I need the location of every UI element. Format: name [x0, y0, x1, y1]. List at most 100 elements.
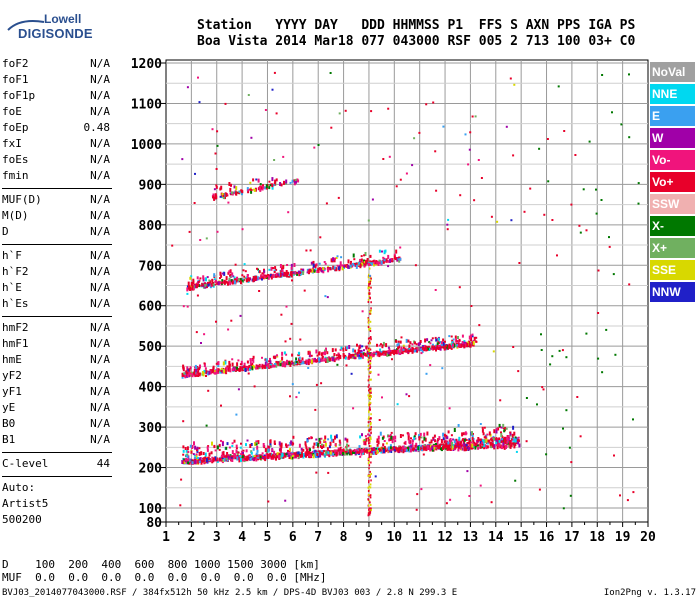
echo-point: [399, 340, 402, 344]
param-name: B0: [2, 417, 16, 430]
echo-point: [214, 449, 217, 452]
echo-point: [310, 261, 313, 265]
echo-point: [370, 301, 372, 304]
echo-point: [306, 452, 309, 456]
echo-point: [231, 191, 234, 195]
echo-point: [367, 276, 370, 279]
echo-point: [215, 320, 217, 323]
echo-point: [433, 446, 436, 450]
echo-point: [506, 437, 509, 442]
param-value: N/A: [90, 249, 110, 262]
echo-point: [499, 399, 502, 402]
echo-point: [294, 181, 297, 184]
echo-point: [350, 372, 353, 375]
echo-point: [308, 355, 311, 358]
echo-point: [382, 259, 385, 264]
param-value: N/A: [90, 169, 110, 182]
echo-point: [241, 190, 244, 194]
echo-point: [361, 354, 364, 359]
echo-point: [309, 451, 312, 456]
echo-point: [293, 272, 296, 275]
echo-point: [463, 340, 466, 344]
echo-point: [570, 203, 573, 206]
echo-point: [268, 456, 271, 459]
echo-point: [269, 184, 272, 187]
echo-point: [406, 432, 409, 435]
echo-point: [255, 443, 258, 446]
echo-point: [390, 450, 393, 453]
echo-point: [410, 437, 412, 440]
echo-point: [352, 407, 355, 410]
echo-point: [308, 358, 311, 361]
echo-point: [256, 449, 259, 453]
echo-point: [214, 196, 217, 199]
echo-point: [465, 443, 468, 447]
echo-point: [368, 282, 370, 285]
legend-e: E: [650, 106, 695, 126]
echo-point: [400, 349, 403, 352]
echo-point: [450, 343, 453, 346]
x-tick-label: 10: [386, 530, 402, 545]
echo-point: [324, 435, 327, 440]
echo-point: [432, 436, 435, 439]
echo-point: [369, 312, 371, 315]
echo-point: [358, 345, 361, 350]
echo-point: [452, 438, 455, 441]
echo-point: [236, 366, 239, 370]
echo-point: [545, 453, 548, 456]
echo-point: [204, 284, 207, 288]
echo-point: [203, 362, 206, 365]
echo-point: [423, 432, 426, 437]
echo-point: [456, 343, 459, 346]
echo-point: [337, 357, 340, 361]
echo-point: [370, 448, 373, 453]
echo-point: [183, 460, 186, 464]
echo-point: [498, 442, 501, 447]
echo-point: [294, 178, 297, 181]
echo-point: [541, 386, 544, 389]
echo-point: [368, 410, 370, 412]
echo-point: [305, 452, 307, 456]
echo-point: [215, 457, 218, 462]
param-d: D N/A: [2, 224, 112, 240]
echo-point: [250, 364, 253, 369]
echo-point: [376, 438, 379, 442]
echo-point: [223, 279, 226, 284]
echo-point: [411, 445, 414, 449]
echo-point: [211, 278, 214, 283]
echo-point: [291, 179, 294, 183]
echo-point: [360, 353, 362, 358]
echo-point: [220, 370, 223, 373]
echo-point: [347, 444, 350, 447]
echo-point: [370, 286, 372, 289]
echo-point: [356, 343, 358, 347]
echo-point: [187, 374, 190, 378]
echo-point: [368, 494, 371, 497]
echo-point: [284, 499, 287, 502]
echo-point: [367, 474, 370, 477]
echo-point: [221, 272, 224, 275]
echo-point: [393, 448, 396, 452]
x-tick-label: 9: [365, 530, 373, 545]
echo-point: [367, 459, 370, 462]
echo-point: [453, 444, 455, 449]
echo-point: [468, 442, 471, 447]
echo-point: [370, 479, 372, 482]
echo-point: [462, 342, 465, 347]
echo-point: [351, 262, 354, 265]
echo-point: [259, 183, 262, 186]
echo-point: [456, 340, 459, 343]
echo-point: [360, 450, 363, 454]
echo-point: [454, 447, 457, 451]
echo-point: [290, 322, 293, 325]
echo-point: [315, 454, 318, 459]
echo-point: [179, 504, 182, 507]
echo-point: [411, 442, 414, 446]
echo-point: [280, 313, 283, 316]
echo-point: [536, 403, 538, 406]
echo-point: [261, 356, 263, 359]
echo-point: [276, 452, 279, 456]
echo-point: [444, 345, 447, 350]
echo-point: [370, 309, 372, 312]
echo-point: [313, 442, 316, 446]
